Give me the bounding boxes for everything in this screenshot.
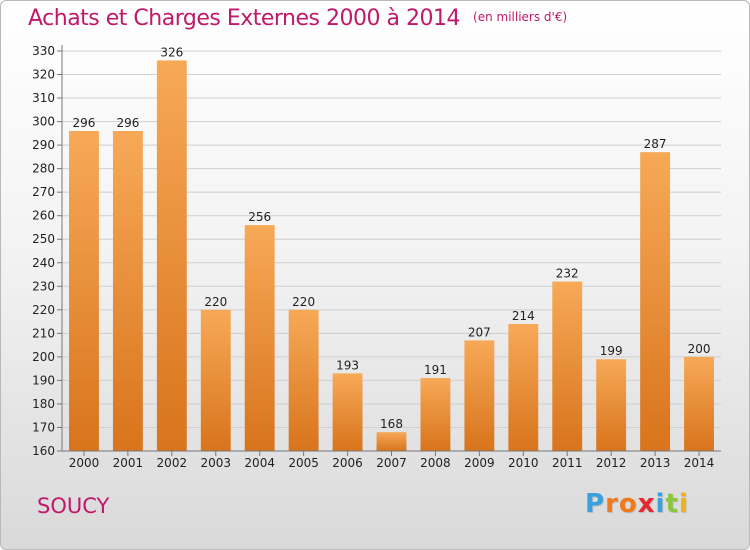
value-label-2006: 193: [336, 358, 359, 372]
y-tick-label: 230: [32, 279, 55, 293]
bar-2000: [69, 131, 99, 451]
y-tick-label: 270: [32, 185, 55, 199]
value-label-2014: 200: [688, 342, 711, 356]
value-label-2010: 214: [512, 309, 535, 323]
value-label-2012: 199: [600, 344, 623, 358]
value-label-2005: 220: [292, 295, 315, 309]
y-tick-label: 160: [32, 444, 55, 458]
x-tick-label-2004: 2004: [244, 456, 275, 470]
commune-name: SOUCY: [37, 494, 110, 518]
logo-letter: i: [655, 489, 666, 519]
y-tick-label: 280: [32, 162, 55, 176]
x-tick-label-2005: 2005: [288, 456, 319, 470]
bar-2014: [684, 356, 714, 451]
y-tick-label: 260: [32, 209, 55, 223]
logo-letter: x: [637, 489, 656, 519]
x-tick-label-2008: 2008: [420, 456, 451, 470]
value-label-2008: 191: [424, 363, 447, 377]
x-tick-label-2009: 2009: [464, 456, 495, 470]
bar-2005: [288, 309, 319, 451]
y-tick-label: 240: [32, 256, 55, 270]
logo-letter: P: [585, 489, 606, 519]
y-axis: 160 170 180 190 200 210 220 230 240 250 260 270 280 2…: [32, 44, 63, 458]
x-tick-label-2012: 2012: [596, 456, 627, 470]
y-tick-label: 190: [32, 373, 55, 387]
value-label-2003: 220: [204, 295, 227, 309]
chart-title-text: Achats et Charges Externes 2000 à 2014: [28, 6, 460, 31]
value-label-2013: 287: [644, 137, 667, 151]
x-tick-label-2011: 2011: [552, 456, 583, 470]
x-tick-label-2010: 2010: [508, 456, 539, 470]
bar-2004: [244, 225, 275, 451]
value-label-2007: 168: [380, 417, 403, 431]
y-tick-label: 220: [32, 303, 55, 317]
value-label-2002: 326: [160, 45, 183, 59]
bar-2013: [640, 152, 671, 452]
bar-2002: [156, 60, 187, 451]
bar-2007: [376, 432, 407, 451]
value-label-2000: 296: [73, 116, 96, 130]
y-tick-label: 290: [32, 138, 55, 152]
bar-2001: [112, 131, 143, 451]
bar-2008: [420, 378, 451, 451]
x-tick-label-2013: 2013: [640, 456, 671, 470]
x-tick-label-2002: 2002: [157, 456, 188, 470]
x-tick-label-2006: 2006: [332, 456, 363, 470]
bar-2009: [464, 340, 495, 451]
y-tick-label: 310: [32, 91, 55, 105]
y-tick-label: 330: [32, 44, 55, 58]
bar-2010: [508, 323, 539, 451]
proxiti-logo: Proxiti: [585, 489, 689, 519]
value-label-2004: 256: [248, 210, 271, 224]
x-tick-label-2000: 2000: [69, 456, 100, 470]
y-tick-label: 210: [32, 326, 55, 340]
x-tick-label-2001: 2001: [113, 456, 144, 470]
bar-2012: [596, 359, 627, 451]
logo-letter: t: [665, 489, 679, 519]
x-axis: 2000 2001 2002 2003 2004 2005 2006 2007 2008 2009…: [62, 450, 721, 470]
y-tick-label: 300: [32, 115, 55, 129]
y-tick-label: 200: [32, 350, 55, 364]
logo-letter: o: [618, 489, 638, 519]
chart-unit: (en milliers d'€): [473, 10, 568, 24]
y-tick-label: 320: [32, 68, 55, 82]
x-tick-label-2003: 2003: [200, 456, 231, 470]
y-tick-label: 250: [32, 232, 55, 246]
bar-2011: [552, 281, 583, 451]
logo-letter: r: [605, 489, 619, 519]
x-tick-label-2014: 2014: [684, 456, 715, 470]
y-tick-label: 170: [32, 420, 55, 434]
chart-title: Achats et Charges Externes 2000 à 2014 (…: [28, 6, 567, 31]
logo-letter: i: [678, 489, 689, 519]
bar-2006: [332, 373, 363, 451]
x-tick-label-2007: 2007: [376, 456, 407, 470]
bars: 296 296 326 220 256 220 193 168 191 207 214 232 199 2…: [69, 45, 714, 452]
value-label-2001: 296: [116, 116, 139, 130]
value-label-2011: 232: [556, 267, 579, 281]
y-tick-label: 180: [32, 397, 55, 411]
bar-2003: [200, 309, 231, 451]
value-label-2009: 207: [468, 325, 491, 339]
